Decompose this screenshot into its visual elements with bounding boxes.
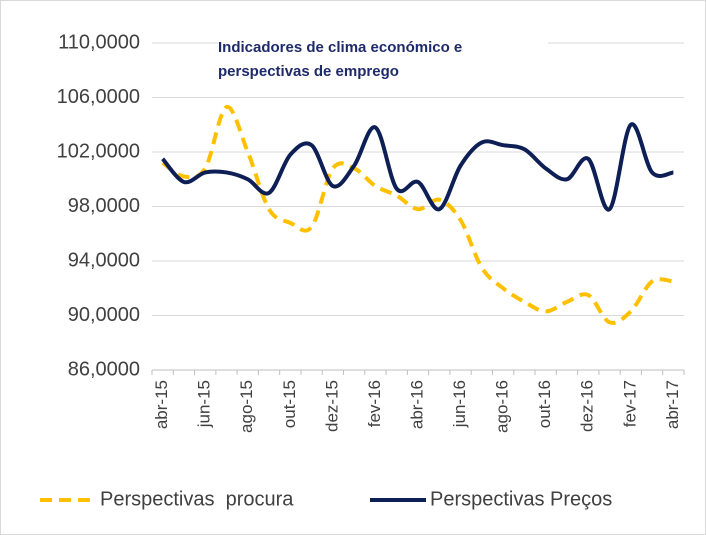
x-tick-label: dez-15 <box>322 380 341 432</box>
y-tick-label: 86,0000 <box>68 358 140 380</box>
legend-label: Perspectivas Preços <box>430 488 612 510</box>
chart-title: Indicadores de clima económico e perspec… <box>218 36 548 84</box>
series-line <box>161 122 674 212</box>
x-tick-label: jun-15 <box>195 380 214 428</box>
x-tick-label: out-16 <box>535 380 554 428</box>
x-tick-label: abr-17 <box>663 380 682 429</box>
x-tick-label: abr-15 <box>152 380 171 429</box>
y-tick-label: 94,0000 <box>68 249 140 271</box>
x-tick-label: dez-16 <box>578 380 597 432</box>
series-line <box>161 105 674 325</box>
x-tick-label: ago-16 <box>493 380 512 433</box>
x-tick-label: fev-16 <box>365 380 384 427</box>
y-tick-label: 110,0000 <box>58 31 140 53</box>
y-tick-label: 102,0000 <box>57 140 140 162</box>
x-tick-label: jun-16 <box>450 380 469 428</box>
y-tick-label: 90,0000 <box>68 304 140 326</box>
legend-label: Perspectivas procura <box>100 488 294 510</box>
x-tick-label: fev-17 <box>620 380 639 427</box>
x-tick-label: abr-16 <box>407 380 426 429</box>
x-tick-label: ago-15 <box>237 380 256 433</box>
y-tick-label: 106,0000 <box>57 86 140 108</box>
x-tick-label: out-15 <box>280 380 299 428</box>
y-tick-label: 98,0000 <box>68 195 140 217</box>
